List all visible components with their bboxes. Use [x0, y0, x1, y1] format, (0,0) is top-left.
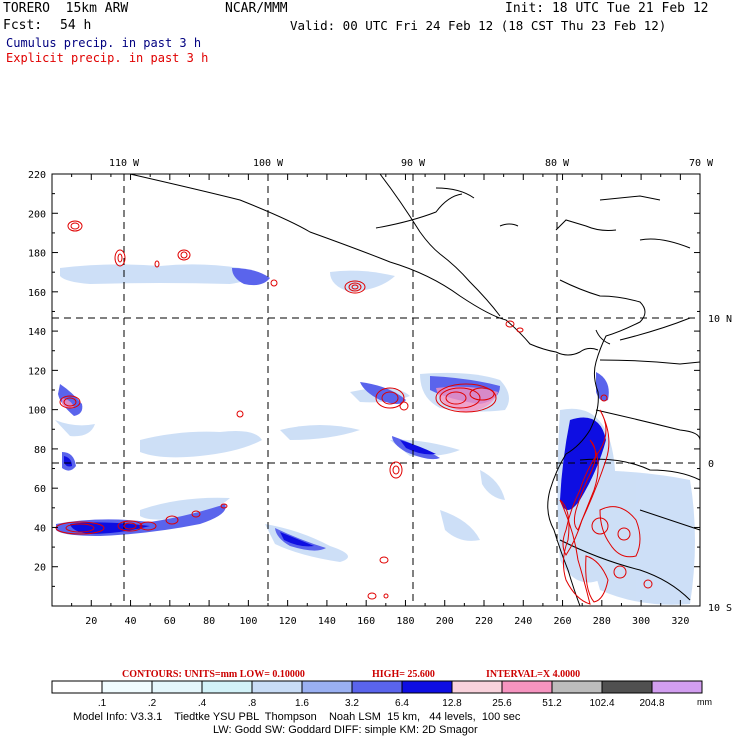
colorbar-swatch	[501, 680, 553, 694]
colorbar-swatch	[451, 680, 503, 694]
model-info-line2: LW: Godd SW: Goddard DIFF: simple KM: 2D…	[213, 724, 478, 736]
y-tick-label: 220	[28, 170, 46, 181]
lon-label-80w: 80 W	[545, 158, 570, 169]
colorbar-swatch	[51, 680, 103, 694]
explicit-precip-contours	[55, 220, 653, 605]
x-tick-label: 80	[203, 616, 215, 627]
x-tick-label: 100	[239, 616, 257, 627]
x-tick-label: 320	[671, 616, 689, 627]
colorbar-swatch	[251, 680, 303, 694]
model-info-line1: Model Info: V3.3.1 Tiedtke YSU PBL Thomp…	[73, 711, 521, 723]
colorbar-swatch	[401, 680, 453, 694]
lat-label-10s: 10 S	[708, 603, 732, 614]
colorbar-label: 204.8	[639, 698, 664, 709]
colorbar-label: .4	[198, 698, 207, 709]
lat-labels: 10 N 0 10 S	[708, 314, 732, 614]
colorbar-label: .2	[148, 698, 157, 709]
lon-label-90w: 90 W	[401, 158, 426, 169]
x-tick-label: 140	[318, 616, 336, 627]
colorbar-label: 3.2	[345, 698, 359, 709]
colorbar-swatch	[651, 680, 703, 694]
precip-shading-dark	[56, 268, 609, 551]
colorbar-labels: .1 .2 .4 .8 1.6 3.2 6.4 12.8 25.6 51.2 102.4 204.8	[98, 698, 665, 709]
x-tick-label: 120	[279, 616, 297, 627]
fcst-value: 54 h	[60, 18, 92, 33]
lat-lon-grid	[52, 174, 700, 606]
org-name: NCAR/MMM	[225, 1, 288, 16]
y-tick-label: 180	[28, 249, 46, 260]
x-tick-label: 60	[164, 616, 176, 627]
legend-cumulus: Cumulus precip. in past 3 h	[6, 36, 202, 50]
colorbar-label: .8	[248, 698, 257, 709]
y-axis-ticks	[52, 173, 700, 587]
x-tick-label: 20	[85, 616, 97, 627]
y-tick-label: 160	[28, 288, 46, 299]
colorbar-unit: mm	[697, 697, 712, 707]
x-axis-ticks	[71, 174, 701, 606]
colorbar-swatch	[351, 680, 403, 694]
colorbar-swatch	[601, 680, 653, 694]
colorbar-label: 12.8	[442, 698, 462, 709]
y-tick-label: 60	[34, 484, 46, 495]
x-tick-label: 40	[125, 616, 137, 627]
x-tick-label: 240	[514, 616, 532, 627]
legend-explicit: Explicit precip. in past 3 h	[6, 51, 209, 65]
colorbar-label: .1	[98, 698, 107, 709]
init-time: Init: 18 UTC Tue 21 Feb 12	[505, 1, 709, 16]
contour-high: HIGH= 25.600	[372, 669, 435, 680]
model-name: TORERO 15km ARW	[3, 1, 129, 16]
colorbar-swatch	[151, 680, 203, 694]
x-tick-label: 180	[396, 616, 414, 627]
y-tick-label: 20	[34, 563, 46, 574]
x-tick-label: 160	[357, 616, 375, 627]
x-tick-label: 260	[554, 616, 572, 627]
colorbar-label: 25.6	[492, 698, 512, 709]
colorbar-swatch	[101, 680, 153, 694]
precip-shading-darkest	[64, 417, 606, 547]
y-tick-label: 100	[28, 406, 46, 417]
colorbar-label: 102.4	[589, 698, 614, 709]
contour-info: CONTOURS: UNITS=mm LOW= 0.10000 HIGH= 25…	[122, 669, 580, 680]
y-tick-label: 140	[28, 327, 46, 338]
x-tick-label: 300	[632, 616, 650, 627]
y-tick-label: 120	[28, 366, 46, 377]
x-axis-labels: 20 40 60 80 100 120 140 160 180 200 220 240 260 280 30…	[85, 616, 689, 627]
y-axis-labels: 20 40 60 80 100 120 140 160 180 200 220	[28, 170, 46, 574]
colorbar-label: 1.6	[295, 698, 309, 709]
x-tick-label: 280	[593, 616, 611, 627]
colorbar-swatch	[551, 680, 603, 694]
contour-interval: INTERVAL=X 4.0000	[486, 669, 580, 680]
colorbar-swatch	[301, 680, 353, 694]
coastlines	[129, 173, 701, 607]
y-tick-label: 40	[34, 523, 46, 534]
colorbar-label: 51.2	[542, 698, 562, 709]
lat-label-10n: 10 N	[708, 314, 732, 325]
lon-label-70w: 70 W	[689, 158, 714, 169]
contour-units: CONTOURS: UNITS=mm LOW= 0.10000	[122, 669, 305, 680]
lon-label-110w: 110 W	[109, 158, 140, 169]
y-tick-label: 200	[28, 209, 46, 220]
lon-label-100w: 100 W	[253, 158, 284, 169]
lat-label-0: 0	[708, 459, 714, 470]
colorbar-swatch	[201, 680, 253, 694]
lon-labels: 110 W 100 W 90 W 80 W 70 W	[109, 158, 714, 169]
colorbar	[51, 680, 703, 694]
x-tick-label: 220	[475, 616, 493, 627]
valid-time: Valid: 00 UTC Fri 24 Feb 12 (18 CST Thu …	[290, 18, 667, 33]
x-tick-label: 200	[436, 616, 454, 627]
colorbar-label: 6.4	[395, 698, 409, 709]
y-tick-label: 80	[34, 445, 46, 456]
fcst-label: Fcst:	[3, 18, 43, 33]
